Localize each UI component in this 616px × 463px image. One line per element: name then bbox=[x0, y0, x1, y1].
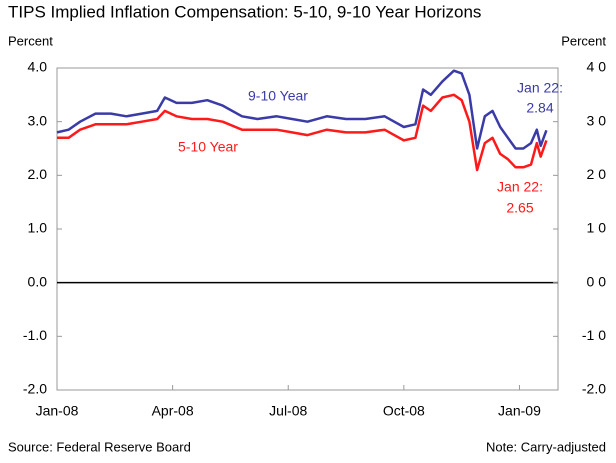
note: Note: Carry-adjusted bbox=[486, 439, 606, 454]
y-tick-label: 2.0 bbox=[28, 166, 48, 182]
x-tick-label: Apr-08 bbox=[152, 403, 194, 419]
series-line bbox=[57, 93, 548, 172]
y2-axis-label: Percent bbox=[561, 33, 606, 48]
annotation: 2.84 bbox=[526, 100, 553, 116]
x-tick-label: Jul-08 bbox=[269, 403, 307, 419]
source: Source: Federal Reserve Board bbox=[8, 439, 191, 454]
y2-tick-label: 4 0 bbox=[587, 59, 607, 75]
y-tick-label: -1.0 bbox=[23, 327, 47, 343]
y-tick-label: 4.0 bbox=[28, 59, 48, 75]
annotation: Jan 22: bbox=[517, 80, 563, 96]
x-tick-label: Jan-09 bbox=[498, 403, 541, 419]
y-tick-label: 0.0 bbox=[28, 273, 48, 289]
annotation: 2.65 bbox=[506, 200, 533, 216]
y-tick-label: 3.0 bbox=[28, 112, 48, 128]
y2-tick-label: 2 0 bbox=[587, 166, 607, 182]
annotation: Jan 22: bbox=[497, 179, 543, 195]
y2-tick-label: -1 0 bbox=[582, 327, 606, 343]
y-axis-label: Percent bbox=[8, 33, 53, 48]
series-label: 5-10 Year bbox=[178, 139, 238, 155]
chart-title: TIPS Implied Inflation Compensation: 5-1… bbox=[8, 2, 481, 21]
series-line bbox=[56, 69, 548, 150]
x-tick-label: Jan-08 bbox=[36, 403, 79, 419]
y2-tick-label: 3 0 bbox=[587, 112, 607, 128]
y-tick-label: -2.0 bbox=[23, 381, 47, 397]
y-tick-label: 1.0 bbox=[28, 220, 48, 236]
y2-tick-label: 0 0 bbox=[587, 273, 607, 289]
x-tick-label: Oct-08 bbox=[383, 403, 425, 419]
y2-tick-label: -2.0 bbox=[582, 381, 606, 397]
series-label: 9-10 Year bbox=[248, 88, 308, 104]
y2-tick-label: 1 0 bbox=[587, 220, 607, 236]
